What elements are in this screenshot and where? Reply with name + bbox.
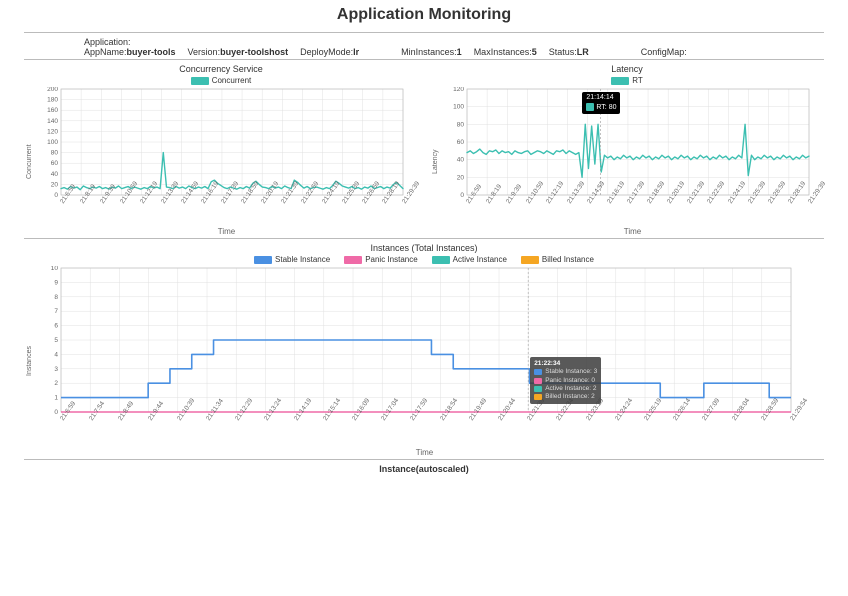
legend-label: Concurrent bbox=[212, 76, 252, 85]
svg-text:160: 160 bbox=[47, 107, 58, 114]
instances-ylabel: Instances bbox=[24, 266, 35, 457]
concurrency-xlabel: Time bbox=[35, 227, 418, 236]
svg-text:140: 140 bbox=[47, 118, 58, 125]
latency-title: Latency bbox=[430, 64, 824, 74]
svg-text:80: 80 bbox=[457, 121, 465, 128]
meta-status: LR bbox=[577, 47, 589, 57]
legend-label: Stable Instance bbox=[275, 255, 330, 264]
instances-plot[interactable]: 0 1 2 3 4 5 6 7 8 9 10 bbox=[35, 266, 795, 416]
legend-item[interactable]: Panic Instance bbox=[344, 255, 417, 264]
tooltip-value: RT: 80 bbox=[596, 104, 616, 111]
svg-text:100: 100 bbox=[47, 139, 58, 146]
page-title: Application Monitoring bbox=[24, 6, 824, 24]
legend-swatch bbox=[432, 256, 450, 264]
meta-configmap-label: ConfigMap: bbox=[641, 47, 687, 57]
divider-mid bbox=[24, 238, 824, 239]
meta-max-label: MaxInstances: bbox=[474, 47, 532, 57]
concurrency-xticks: 21:6:5921:8:1921:9:3921:10:5921:12:1921:… bbox=[35, 199, 418, 225]
concurrency-title: Concurrency Service bbox=[24, 64, 418, 74]
meta-max: 5 bbox=[532, 47, 537, 57]
latency-xticks: 21:6:5921:8:1921:9:3921:10:5921:12:1921:… bbox=[441, 199, 824, 225]
svg-text:3: 3 bbox=[54, 366, 58, 373]
instances-title: Instances (Total Instances) bbox=[24, 243, 824, 253]
meta-appname: buyer-tools bbox=[127, 47, 176, 57]
svg-text:6: 6 bbox=[54, 323, 58, 330]
meta-appname-label: AppName: bbox=[84, 47, 127, 57]
latency-tooltip: 21:14:14 RT: 80 bbox=[582, 92, 620, 114]
svg-text:100: 100 bbox=[453, 104, 464, 111]
svg-text:9: 9 bbox=[54, 279, 58, 286]
legend-swatch bbox=[191, 77, 209, 85]
svg-text:1: 1 bbox=[54, 395, 58, 402]
svg-text:0: 0 bbox=[54, 409, 58, 416]
latency-legend: RT bbox=[430, 76, 824, 85]
instances-xticks: 21:6:5921:7:5421:8:4921:9:4421:10:3921:1… bbox=[35, 416, 814, 446]
legend-swatch bbox=[254, 256, 272, 264]
svg-text:120: 120 bbox=[453, 87, 464, 93]
svg-text:80: 80 bbox=[51, 150, 59, 157]
legend-label: Billed Instance bbox=[542, 255, 594, 264]
meta-block: Application: AppName:buyer-tools Version… bbox=[24, 37, 824, 57]
meta-version: buyer-toolshost bbox=[220, 47, 288, 57]
latency-ylabel: Latency bbox=[430, 87, 441, 236]
svg-text:5: 5 bbox=[54, 337, 58, 344]
divider-top bbox=[24, 32, 824, 33]
legend-label: Active Instance bbox=[453, 255, 507, 264]
latency-xlabel: Time bbox=[441, 227, 824, 236]
svg-text:40: 40 bbox=[457, 157, 465, 164]
instances-legend: Stable Instance Panic Instance Active Inst… bbox=[24, 255, 824, 264]
legend-item[interactable]: Concurrent bbox=[191, 76, 252, 85]
instances-xlabel: Time bbox=[35, 448, 814, 457]
divider-bottom bbox=[24, 459, 824, 460]
legend-item[interactable]: Stable Instance bbox=[254, 255, 330, 264]
svg-text:7: 7 bbox=[54, 308, 58, 315]
legend-item[interactable]: Active Instance bbox=[432, 255, 507, 264]
instances-chart: Instances (Total Instances) Stable Insta… bbox=[24, 243, 824, 457]
meta-min: 1 bbox=[457, 47, 462, 57]
legend-item[interactable]: RT bbox=[611, 76, 643, 85]
legend-swatch bbox=[344, 256, 362, 264]
legend-label: Panic Instance bbox=[365, 255, 417, 264]
latency-chart: Latency RT Latency 0 20 40 60 80 100 120 21:6:… bbox=[430, 64, 824, 236]
concurrency-chart: Concurrency Service Concurrent Concurren… bbox=[24, 64, 418, 236]
svg-text:60: 60 bbox=[51, 160, 59, 167]
svg-text:2: 2 bbox=[54, 380, 58, 387]
svg-text:10: 10 bbox=[51, 266, 59, 272]
divider-meta bbox=[24, 59, 824, 60]
svg-text:0: 0 bbox=[54, 192, 58, 199]
meta-deploymode-label: DeployMode: bbox=[300, 47, 353, 57]
svg-text:4: 4 bbox=[54, 351, 58, 358]
svg-text:0: 0 bbox=[460, 192, 464, 199]
svg-text:40: 40 bbox=[51, 171, 59, 178]
svg-text:20: 20 bbox=[51, 181, 59, 188]
svg-text:20: 20 bbox=[457, 174, 465, 181]
svg-text:120: 120 bbox=[47, 128, 58, 135]
concurrency-legend: Concurrent bbox=[24, 76, 418, 85]
meta-version-label: Version: bbox=[188, 47, 221, 57]
legend-swatch bbox=[521, 256, 539, 264]
svg-text:180: 180 bbox=[47, 97, 58, 104]
meta-min-label: MinInstances: bbox=[401, 47, 457, 57]
concurrency-ylabel: Concurrent bbox=[24, 87, 35, 236]
instance-autoscaled-title: Instance(autoscaled) bbox=[24, 464, 824, 474]
svg-text:60: 60 bbox=[457, 139, 465, 146]
svg-text:200: 200 bbox=[47, 87, 58, 93]
meta-deploymode: lr bbox=[353, 47, 359, 57]
meta-status-label: Status: bbox=[549, 47, 577, 57]
legend-label: RT bbox=[632, 76, 643, 85]
svg-text:8: 8 bbox=[54, 294, 58, 301]
legend-swatch bbox=[611, 77, 629, 85]
tooltip-time: 21:14:14 bbox=[586, 94, 616, 102]
legend-item[interactable]: Billed Instance bbox=[521, 255, 594, 264]
meta-application-label: Application: bbox=[84, 37, 131, 47]
